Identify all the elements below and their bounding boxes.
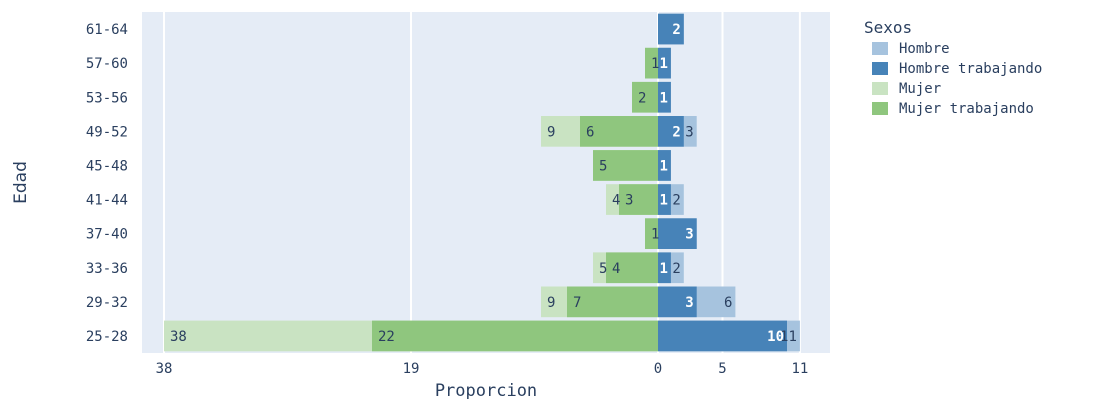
bar-value-label: 9 [547,124,555,140]
legend-label: Hombre trabajando [899,61,1042,77]
bar-value-label: 1 [651,56,659,72]
bar-mujer-trabajando [619,184,658,215]
x-tick-label: 5 [718,361,726,377]
y-tick-label: 53-56 [86,90,128,106]
x-tick-labels: 38 19 0 5 11 [156,361,809,377]
bar-mujer-trabajando [580,116,658,147]
bar-hombre-trabajando [658,286,697,318]
x-tick-label: 11 [791,361,808,377]
y-tick-label: 45-48 [86,158,128,174]
bar-value-label: 3 [685,295,693,311]
bar-value-label: 1 [659,56,667,72]
legend-item[interactable]: Mujer trabajando [872,101,1034,117]
bar-hombre-trabajando [658,47,671,79]
legend-label: Hombre [899,41,950,57]
bar-mujer-trabajando [606,252,658,284]
x-tick-label: 38 [156,361,173,377]
y-tick-label: 61-64 [86,22,128,38]
bar-mujer-trabajando [593,150,658,181]
bar-hombre-trabajando [658,81,671,113]
bar-hombre-trabajando [658,150,671,181]
legend-swatch [872,102,888,115]
bar-value-label: 4 [612,193,620,209]
y-axis-title: Edad [11,161,31,204]
bar-value-label: 1 [659,193,667,209]
bar-value-label: 4 [612,261,620,277]
bar-mujer-trabajando [645,218,658,249]
y-tick-label: 29-32 [86,295,128,311]
bar-mujer-trabajando [567,286,658,318]
legend-label: Mujer [899,81,941,97]
bar-mujer-trabajando [645,47,658,79]
legend-swatch [872,82,888,95]
bar-value-label: 7 [573,295,581,311]
bar-value-label: 3 [685,124,693,140]
bar-value-label: 2 [672,261,680,277]
bar-mujer-trabajando [632,81,658,113]
bar-value-label: 11 [780,329,797,345]
y-tick-label: 37-40 [86,227,128,243]
bar-value-label: 1 [659,158,667,174]
legend-item[interactable]: Hombre [872,41,950,57]
bar-value-label: 5 [599,158,607,174]
legend-item[interactable]: Mujer [872,81,941,97]
x-axis-title: Proporcion [435,381,537,399]
x-tick-label: 0 [654,361,662,377]
legend-swatch [872,42,888,55]
bar-value-label: 3 [625,193,633,209]
bar-value-label: 6 [586,124,594,140]
bar-value-label: 1 [659,90,667,106]
y-tick-labels: 25-28 29-32 33-36 37-40 41-44 45-48 49-52 53-56… [86,22,128,345]
bar-value-label: 6 [724,295,732,311]
bar-value-label: 22 [378,329,395,345]
y-tick-label: 49-52 [86,124,128,140]
bar-value-label: 2 [672,124,680,140]
y-tick-label: 33-36 [86,261,128,277]
bar-mujer-trabajando [372,320,658,352]
bar-hombre-trabajando [658,320,787,352]
bar-value-label: 2 [638,90,646,106]
x-tick-label: 19 [403,361,420,377]
legend-label: Mujer trabajando [899,101,1034,117]
bar-value-label: 38 [170,329,187,345]
legend-title: Sexos [864,18,912,37]
bar-hombre-trabajando [658,184,671,215]
y-tick-label: 25-28 [86,329,128,345]
bar-hombre-trabajando [658,13,684,45]
bar-value-label: 2 [672,22,680,38]
bar-value-label: 1 [651,227,659,243]
bar-hombre-trabajando [658,116,684,147]
bar-value-label: 3 [685,227,693,243]
y-tick-label: 57-60 [86,56,128,72]
bars [164,13,800,352]
bar-hombre-trabajando [658,218,697,249]
bar-value-label: 1 [659,261,667,277]
bar-value-label: 2 [672,193,680,209]
legend-item[interactable]: Hombre trabajando [872,61,1042,77]
legend[interactable]: Sexos Hombre Hombre trabajando Mujer Mujer … [864,18,1042,117]
bar-value-label: 5 [599,261,607,277]
bar-value-label: 10 [767,329,784,345]
y-tick-label: 41-44 [86,193,128,209]
legend-swatch [872,62,888,75]
bar-value-label: 9 [547,295,555,311]
bar-hombre-trabajando [658,252,671,284]
